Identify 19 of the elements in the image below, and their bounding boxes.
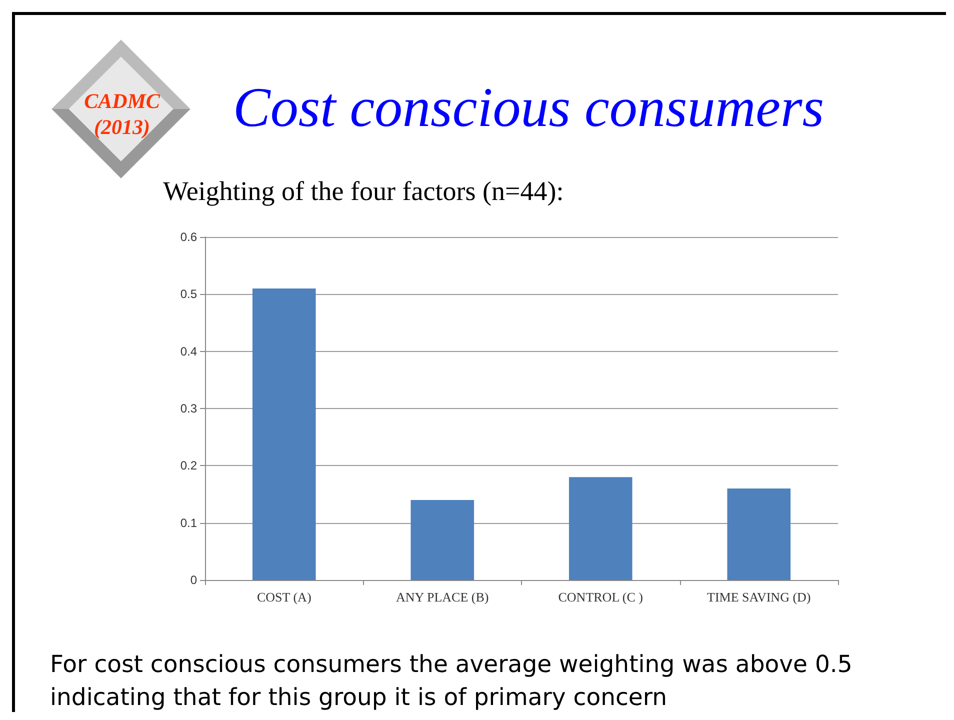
y-tick-label: 0.6 bbox=[180, 230, 198, 244]
x-tick-label: COST (A) bbox=[256, 590, 312, 604]
y-tick-label: 0.2 bbox=[180, 458, 198, 473]
bar bbox=[252, 288, 316, 580]
text: For cost conscious consumers the average weighting was above 0.5 indicating that for this group it is of primary concern bbox=[50, 649, 854, 713]
chart-title: Cost conscious consumers bbox=[233, 76, 824, 140]
x-tick-label: TIME SAVING (D) bbox=[706, 590, 811, 604]
bar bbox=[568, 477, 632, 580]
chart-subtitle: Weighting of the four factors (n=44): bbox=[163, 176, 564, 207]
x-tick-label: CONTROL (C ) bbox=[558, 590, 643, 604]
y-tick-label: 0 bbox=[190, 573, 198, 587]
text: CADMC (2013) bbox=[83, 88, 161, 140]
bar bbox=[410, 500, 474, 580]
y-tick-label: 0.3 bbox=[180, 402, 198, 416]
y-tick-label: 0.4 bbox=[180, 344, 198, 358]
x-tick-label: ANY PLACE (B) bbox=[396, 590, 489, 604]
y-tick-label: 0.5 bbox=[180, 287, 198, 302]
bar bbox=[727, 488, 791, 580]
y-tick-label: 0.1 bbox=[180, 516, 198, 530]
